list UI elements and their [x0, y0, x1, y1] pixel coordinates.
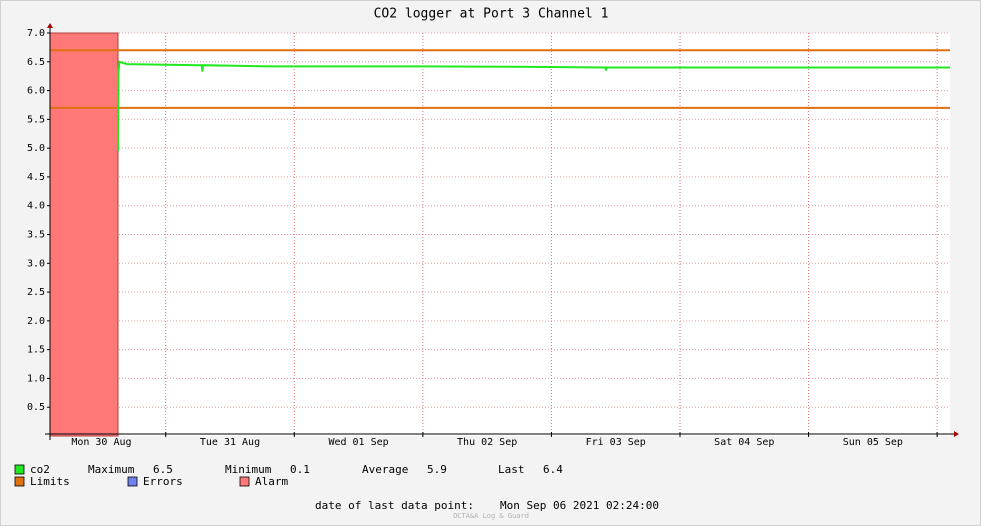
legend-label: Alarm: [255, 475, 288, 488]
stat-label: Minimum: [225, 463, 272, 476]
footer-label: date of last data point:: [315, 499, 474, 512]
y-tick-label: 0.5: [27, 402, 45, 413]
marks: [49, 32, 950, 437]
data-line: [117, 60, 950, 152]
legend: co2 Maximum 6.5 Minimum 0.1 Average 5.9 Last 6.4…: [14, 463, 563, 488]
x-tick-label: Fri 03 Sep: [586, 437, 646, 448]
x-tick-label: Mon 30 Aug: [71, 437, 131, 448]
y-arrow: [47, 23, 53, 28]
y-tick-label: 1.0: [27, 373, 45, 384]
x-arrow: [954, 431, 959, 437]
x-tick-label: Sun 05 Sep: [843, 437, 903, 448]
x-tick-label: Tue 31 Aug: [200, 437, 260, 448]
grid: 0.5 1.0 1.5 2.0 2.5 3.0 3.5 4.0 4.5 5.0 5.5 6.0 6.5 7…: [27, 28, 950, 448]
y-tick-label: 5.5: [27, 114, 45, 125]
y-tick-label: 2.0: [27, 316, 45, 327]
stat-value: 0.1: [290, 463, 310, 476]
x-tick-label: Thu 02 Sep: [457, 437, 517, 448]
legend-label: co2: [30, 463, 50, 476]
y-tick-label: 3.5: [27, 230, 45, 241]
axes: [45, 23, 959, 440]
y-tick-label: 1.5: [27, 345, 45, 356]
chart-title: CO2 logger at Port 3 Channel 1: [374, 7, 609, 22]
legend-swatch: [127, 476, 138, 487]
stat-value: 5.9: [427, 463, 447, 476]
y-tick-label: 6.5: [27, 57, 45, 68]
x-tick-label: Wed 01 Sep: [328, 437, 388, 448]
legend-swatch: [239, 476, 250, 487]
legend-swatch: [14, 464, 25, 475]
stat-label: Last: [498, 463, 525, 476]
y-tick-label: 4.0: [27, 201, 45, 212]
y-tick-label: 3.0: [27, 258, 45, 269]
y-tick-label: 7.0: [27, 28, 45, 39]
stat-label: Maximum: [88, 463, 135, 476]
y-tick-label: 5.0: [27, 143, 45, 154]
stat-value: 6.4: [543, 463, 563, 476]
legend-label: Limits: [30, 475, 70, 488]
legend-swatch: [14, 476, 25, 487]
y-tick-label: 6.0: [27, 86, 45, 97]
legend-label: Errors: [143, 475, 183, 488]
footer-value: Mon Sep 06 2021 02:24:00: [500, 499, 659, 512]
stat-value: 6.5: [153, 463, 173, 476]
alarm-area: [49, 32, 119, 437]
y-tick-label: 2.5: [27, 287, 45, 298]
watermark: OCTA&A Log & Guard: [453, 512, 529, 520]
y-tick-label: 4.5: [27, 172, 45, 183]
stat-label: Average: [362, 463, 408, 476]
x-tick-label: Sat 04 Sep: [714, 437, 774, 448]
